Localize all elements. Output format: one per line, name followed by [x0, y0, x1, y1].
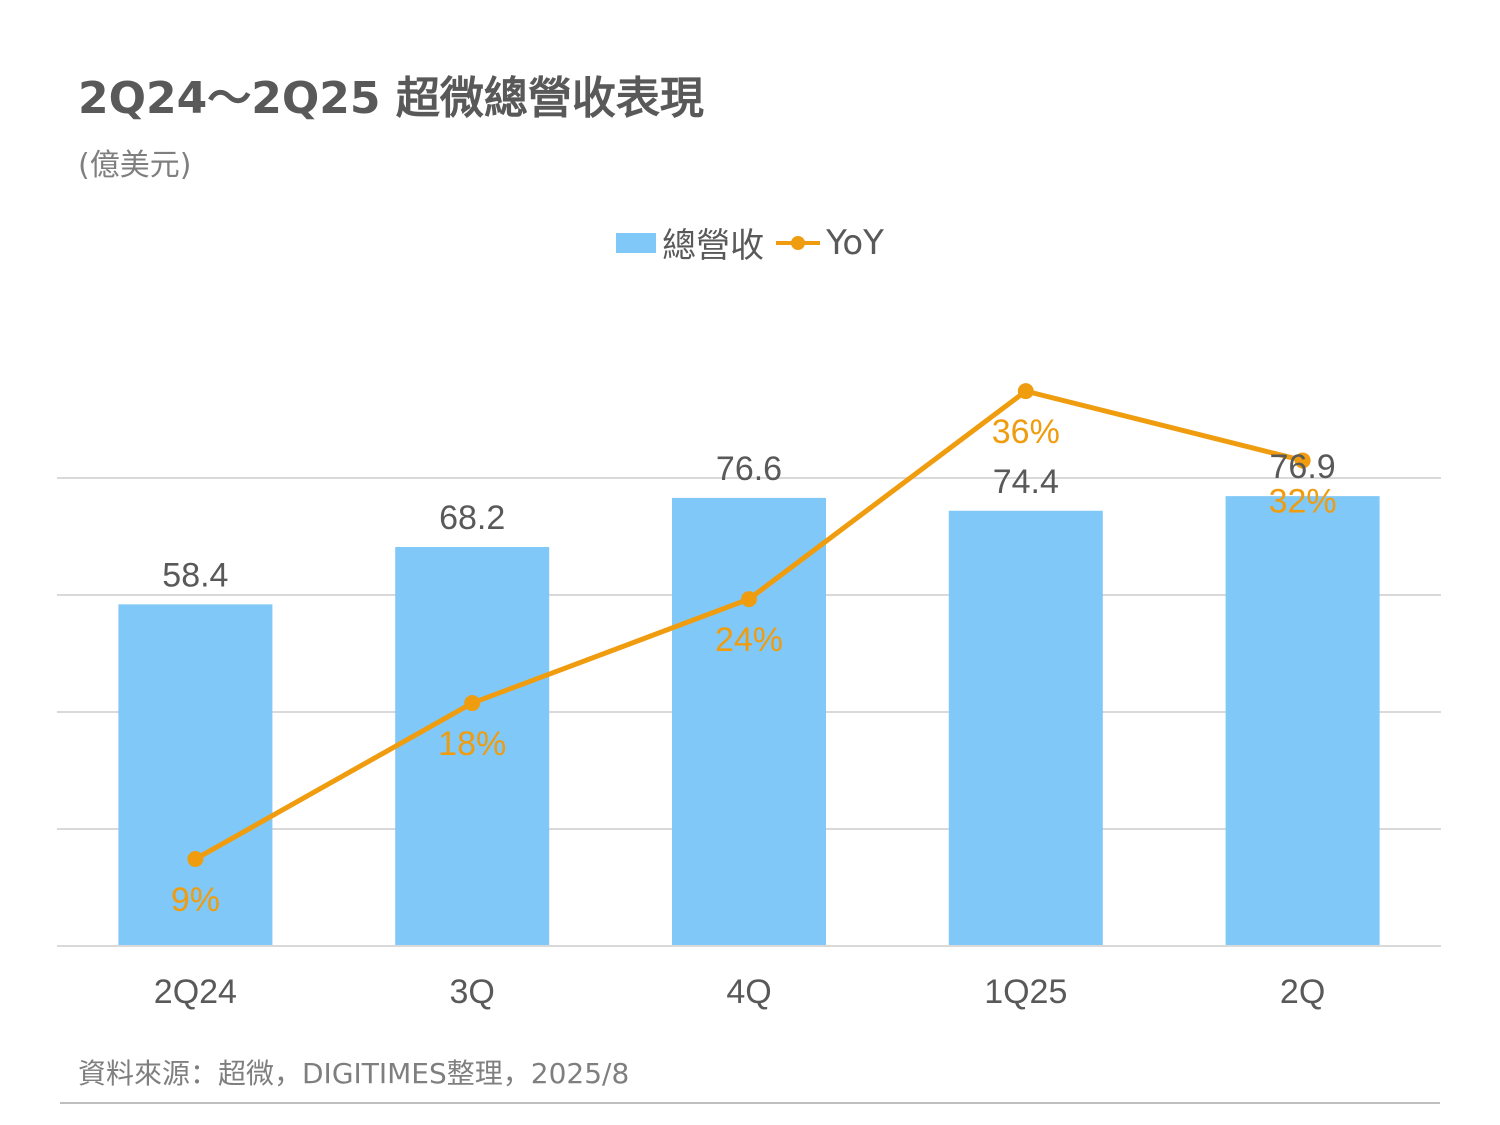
revenue-bar [118, 604, 273, 946]
yoy-point-label: 18% [438, 725, 506, 763]
revenue-bar [948, 510, 1103, 946]
revenue-bar [1225, 496, 1380, 946]
chart-plot: 58.4 68.2 76.6 74.4 76.9 9% 18% 24% 36% 32% 2Q24 3… [57, 383, 1441, 1011]
x-tick-label: 1Q25 [984, 973, 1067, 1011]
x-tick-label: 2Q [1280, 973, 1325, 1011]
revenue-bar-label: 76.9 [1270, 448, 1336, 486]
yoy-point [464, 695, 481, 712]
footer-divider [60, 1102, 1440, 1104]
revenue-bar [395, 547, 550, 946]
legend-item-revenue: 總營收 [616, 218, 764, 267]
chart-title: 2Q24～2Q25 超微總營收表現 [78, 73, 704, 124]
yoy-point-label: 9% [171, 881, 220, 919]
revenue-bar-label: 58.4 [162, 556, 228, 594]
revenue-bar-label: 74.4 [993, 463, 1059, 501]
revenue-bar-label: 76.6 [716, 450, 782, 488]
yoy-point [1017, 383, 1034, 400]
source-note: 資料來源：超微，DIGITIMES整理，2025/8 [78, 1057, 630, 1090]
x-tick-label: 2Q24 [154, 973, 237, 1011]
legend-line-swatch [776, 235, 821, 250]
legend-item-yoy: YoY [776, 223, 884, 263]
x-tick-label: 4Q [726, 973, 771, 1011]
legend-bar-swatch [616, 232, 657, 253]
legend-label-yoy: YoY [826, 222, 884, 263]
yoy-point [187, 851, 204, 868]
revenue-bar-label: 68.2 [439, 499, 505, 537]
legend-label-revenue: 總營收 [662, 226, 765, 266]
yoy-point [741, 591, 757, 608]
revenue-bar [672, 497, 826, 946]
yoy-point-label: 32% [1269, 482, 1337, 520]
chart-unit: (億美元) [78, 148, 192, 183]
legend: 總營收 YoY [0, 218, 1500, 267]
yoy-point-label: 24% [715, 621, 783, 659]
yoy-point [1294, 452, 1311, 469]
yoy-point-label: 36% [992, 413, 1060, 451]
x-tick-label: 3Q [450, 973, 495, 1011]
